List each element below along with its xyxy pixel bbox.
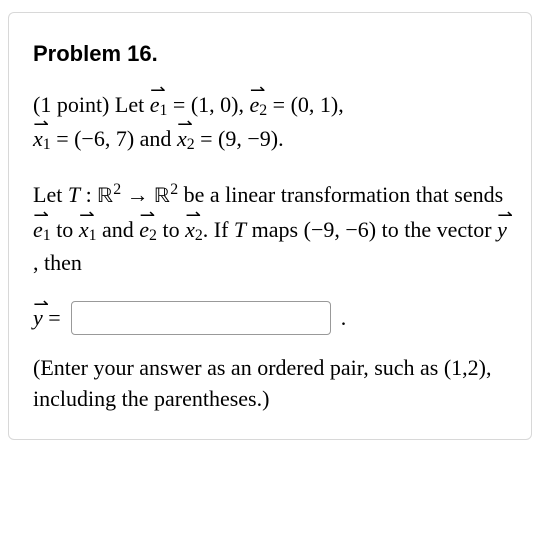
then-text: , then (33, 250, 82, 275)
real-symbol: ℝ (154, 186, 170, 208)
if-text: . If (203, 217, 234, 242)
t-symbol: T (234, 217, 246, 242)
vector-e2: ⇀e2 (139, 214, 157, 248)
vector-y: ⇀y (33, 305, 43, 331)
answer-period: . (341, 305, 347, 331)
vector-arrow-icon: ⇀ (250, 77, 266, 104)
vector-arrow-icon: ⇀ (33, 111, 49, 138)
real-symbol: ℝ (97, 186, 113, 208)
separator: , (238, 92, 249, 117)
comma: , (338, 92, 344, 117)
and-text: and (97, 217, 140, 242)
problem-card: Problem 16. (1 point) Let ⇀e1 = (1, 0), … (8, 12, 532, 440)
answer-row: ⇀y = . (33, 301, 507, 335)
vector-x2: ⇀x2 (177, 123, 195, 157)
vector-arrow-icon: ⇀ (33, 294, 49, 316)
answer-input[interactable] (71, 301, 331, 335)
vector-y: ⇀y (497, 214, 507, 246)
vector-arrow-icon: ⇀ (140, 202, 156, 229)
vector-arrow-icon: ⇀ (185, 202, 201, 229)
vector-arrow-icon: ⇀ (79, 202, 95, 229)
equals-sign: = (267, 92, 290, 117)
input-pair: (−9, −6) (304, 217, 376, 242)
e1-value: (1, 0) (191, 92, 239, 117)
answer-hint: (Enter your answer as an ordered pair, s… (33, 353, 507, 415)
vector-x2: ⇀x2 (185, 214, 203, 248)
x2-value: (9, −9) (218, 126, 278, 151)
to-text: to (157, 217, 185, 242)
period: . (278, 126, 284, 151)
exponent-two: 2 (113, 181, 121, 198)
vector-arrow-icon: ⇀ (33, 202, 49, 229)
vector-e2: ⇀e2 (249, 89, 267, 123)
vector-e1: ⇀e1 (150, 89, 168, 123)
vector-e1: ⇀e1 (33, 214, 51, 248)
equals-sign: = (51, 126, 74, 151)
problem-statement: Let T : ℝ2 → ℝ2 be a linear transformati… (33, 179, 507, 280)
and-text: and (134, 126, 177, 151)
e2-value: (0, 1) (291, 92, 339, 117)
be-text: be a linear transformation that sends (178, 182, 503, 207)
equals-sign: = (195, 126, 218, 151)
vector-arrow-icon: ⇀ (497, 202, 513, 229)
problem-title: Problem 16. (33, 41, 507, 67)
answer-lhs: ⇀y = (33, 305, 61, 331)
problem-givens: (1 point) Let ⇀e1 = (1, 0), ⇀e2 = (0, 1)… (33, 89, 507, 157)
vector-x1: ⇀x1 (79, 214, 97, 248)
to-the-vector-text: to the vector (376, 217, 497, 242)
x1-value: (−6, 7) (74, 126, 134, 151)
vector-arrow-icon: ⇀ (150, 77, 166, 104)
vector-x1: ⇀x1 (33, 123, 51, 157)
maps-text: maps (246, 217, 303, 242)
points-text: (1 point) Let (33, 92, 150, 117)
to-text: to (51, 217, 79, 242)
vector-arrow-icon: ⇀ (177, 111, 193, 138)
exponent-two: 2 (170, 181, 178, 198)
